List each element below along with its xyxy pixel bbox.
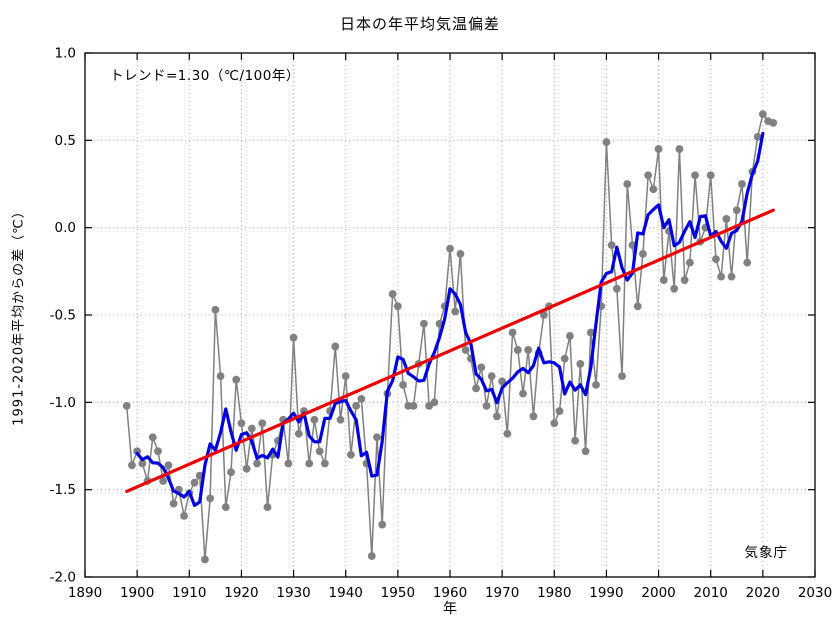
svg-text:1980: 1980 bbox=[537, 585, 571, 601]
svg-text:2020: 2020 bbox=[746, 585, 780, 601]
x-axis-label: 年 bbox=[443, 601, 457, 617]
svg-text:-1.0: -1.0 bbox=[50, 395, 76, 411]
source-label: 気象庁 bbox=[744, 545, 788, 561]
svg-text:1990: 1990 bbox=[589, 585, 623, 601]
svg-text:2030: 2030 bbox=[798, 585, 832, 601]
svg-text:2000: 2000 bbox=[641, 585, 675, 601]
svg-text:1950: 1950 bbox=[381, 585, 415, 601]
svg-text:1890: 1890 bbox=[68, 585, 102, 601]
svg-text:1920: 1920 bbox=[224, 585, 258, 601]
svg-text:-1.5: -1.5 bbox=[50, 482, 76, 498]
svg-text:1910: 1910 bbox=[172, 585, 206, 601]
svg-text:1930: 1930 bbox=[276, 585, 310, 601]
svg-text:-2.0: -2.0 bbox=[50, 570, 76, 586]
svg-text:0.5: 0.5 bbox=[55, 133, 76, 149]
svg-text:0.0: 0.0 bbox=[55, 220, 76, 236]
svg-text:1970: 1970 bbox=[485, 585, 519, 601]
svg-text:-0.5: -0.5 bbox=[50, 308, 76, 324]
svg-text:2010: 2010 bbox=[694, 585, 728, 601]
svg-text:1.0: 1.0 bbox=[55, 46, 76, 62]
svg-text:1960: 1960 bbox=[433, 585, 467, 601]
trend-annotation: トレンド=1.30（℃/100年） bbox=[110, 68, 300, 84]
y-axis-label: 1991-2020年平均からの差（℃） bbox=[11, 204, 27, 426]
chart-title: 日本の年平均気温偏差 bbox=[339, 15, 500, 33]
svg-text:1900: 1900 bbox=[120, 585, 154, 601]
svg-text:1940: 1940 bbox=[329, 585, 363, 601]
